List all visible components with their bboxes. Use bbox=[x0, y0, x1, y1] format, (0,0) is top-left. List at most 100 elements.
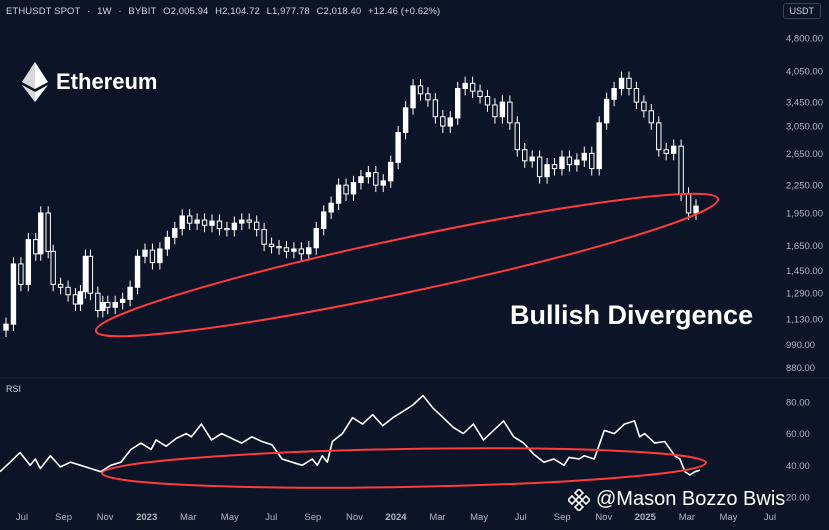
candle-bear bbox=[105, 301, 111, 308]
candle-bull bbox=[603, 98, 610, 124]
candle-bull bbox=[134, 255, 141, 288]
candle-bear bbox=[87, 255, 94, 294]
candle-bear bbox=[201, 219, 208, 226]
candle-bull bbox=[611, 88, 617, 100]
candle-bear bbox=[298, 248, 305, 255]
candle-bear bbox=[216, 220, 223, 229]
candle-bear bbox=[57, 283, 64, 288]
candle-bear bbox=[663, 149, 669, 154]
rsi-tick-label: 80.00 bbox=[786, 397, 810, 408]
candle-bull bbox=[499, 101, 506, 118]
candle-bull bbox=[194, 219, 200, 224]
candle-bear bbox=[514, 122, 520, 151]
low-value: L1,977.78 bbox=[266, 6, 310, 17]
candle-bull bbox=[3, 323, 9, 331]
candle-bull bbox=[172, 227, 178, 238]
candle-bull bbox=[447, 117, 453, 127]
time-tick-label: Nov bbox=[346, 512, 363, 523]
open-value: O2,005.94 bbox=[163, 6, 209, 17]
candle-bull bbox=[380, 180, 386, 186]
candle-bear bbox=[373, 172, 379, 186]
candle-bull bbox=[164, 236, 171, 250]
rsi-tick-label: 40.00 bbox=[786, 461, 810, 472]
rsi-pane-label[interactable]: RSI bbox=[6, 384, 22, 394]
brand-name: Ethereum bbox=[56, 69, 158, 94]
candle-bear bbox=[253, 221, 260, 231]
candle-bull bbox=[25, 239, 32, 285]
candle-bull bbox=[239, 219, 245, 224]
time-tick-label: May bbox=[470, 512, 488, 523]
candle-bull bbox=[306, 247, 312, 255]
candle-bull bbox=[574, 159, 580, 166]
time-tick-label: 2023 bbox=[136, 512, 157, 523]
candle-bull bbox=[119, 298, 126, 303]
candle-bear bbox=[685, 193, 692, 214]
candle-bull bbox=[358, 176, 364, 184]
ethereum-diamond-icon bbox=[22, 62, 48, 102]
price-tick-label: 3,050.00 bbox=[786, 122, 823, 133]
price-divergence-ellipse bbox=[94, 192, 720, 338]
candle-bear bbox=[469, 82, 476, 92]
rsi-tick-label: 60.00 bbox=[786, 429, 810, 440]
candle-bear bbox=[268, 243, 275, 248]
candle-bull bbox=[388, 161, 394, 182]
candle-bull bbox=[581, 152, 588, 161]
candle-bull bbox=[10, 263, 17, 325]
time-tick-label: Nov bbox=[595, 512, 612, 523]
candle-bear bbox=[246, 219, 252, 223]
candle-bear bbox=[283, 247, 290, 252]
divergence-annotation: Bullish Divergence bbox=[510, 300, 754, 330]
candle-bull bbox=[529, 156, 535, 162]
candle-bull bbox=[179, 215, 185, 229]
candle-bull bbox=[127, 286, 133, 300]
candle-bull bbox=[544, 164, 550, 178]
time-tick-label: Nov bbox=[97, 512, 114, 523]
candle-bear bbox=[678, 145, 684, 195]
time-tick-label: 2024 bbox=[385, 512, 407, 523]
candle-bull bbox=[335, 184, 342, 204]
candle-bear bbox=[343, 184, 349, 195]
time-tick-label: Sep bbox=[554, 512, 571, 523]
price-tick-label: 1,650.00 bbox=[786, 241, 823, 252]
candle-bull bbox=[596, 122, 602, 170]
candle-bear bbox=[551, 164, 558, 170]
high-value: H2,104.72 bbox=[215, 6, 260, 17]
candle-bull bbox=[77, 291, 84, 305]
candle-bull bbox=[100, 301, 106, 312]
price-tick-label: 2,650.00 bbox=[786, 149, 823, 160]
candle-bear bbox=[566, 156, 573, 166]
time-tick-label: Mar bbox=[679, 512, 695, 523]
rsi-divergence-ellipse bbox=[101, 447, 707, 489]
time-tick-label: Jul bbox=[515, 512, 527, 523]
candle-bear bbox=[95, 292, 101, 312]
candle-bear bbox=[425, 93, 431, 101]
time-tick-label: Jul bbox=[764, 512, 776, 523]
timeframe[interactable]: 1W bbox=[97, 6, 112, 17]
time-tick-label: Sep bbox=[304, 512, 321, 523]
candle-bear bbox=[440, 116, 446, 127]
brand-logo: Ethereum bbox=[22, 62, 157, 102]
price-tick-label: 2,250.00 bbox=[786, 181, 823, 192]
symbol[interactable]: ETHUSDT SPOT bbox=[6, 6, 81, 17]
candle-bull bbox=[410, 85, 416, 109]
binance-logo-icon bbox=[568, 488, 590, 511]
currency-button[interactable]: USDT bbox=[782, 3, 821, 19]
price-tick-label: 1,950.00 bbox=[786, 208, 823, 219]
time-tick-label: Mar bbox=[429, 512, 445, 523]
candle-bull bbox=[320, 211, 327, 229]
candle-bear bbox=[149, 249, 156, 264]
candle-bear bbox=[641, 101, 647, 112]
candle-bull bbox=[395, 132, 401, 163]
candle-bull bbox=[82, 255, 89, 293]
rsi-line bbox=[0, 394, 701, 476]
candle-bear bbox=[432, 99, 439, 118]
time-tick-label: May bbox=[719, 512, 737, 523]
candle-bear bbox=[536, 156, 543, 178]
change-value: +12.46 (+0.62%) bbox=[368, 6, 441, 17]
candle-bear bbox=[507, 101, 513, 124]
candle-bear bbox=[589, 152, 595, 170]
candle-bull bbox=[209, 220, 215, 226]
candle-bull bbox=[38, 212, 44, 255]
candle-bull bbox=[559, 156, 565, 170]
candle-bull bbox=[350, 182, 357, 195]
